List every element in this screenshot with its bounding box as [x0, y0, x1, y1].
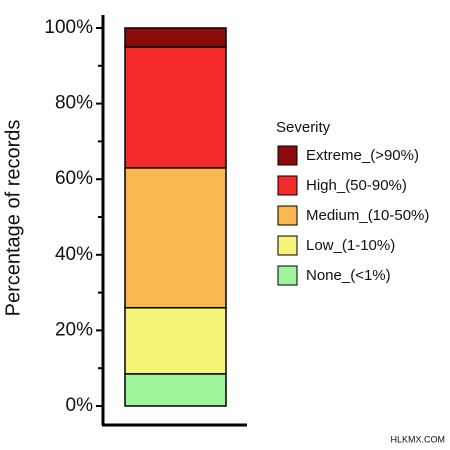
- legend-label: None_(<1%): [306, 267, 391, 284]
- bar-segment: [124, 306, 227, 375]
- bar-segment: [124, 46, 227, 169]
- legend-label: High_(50-90%): [306, 177, 407, 194]
- legend-label: Extreme_(>90%): [306, 147, 419, 164]
- y-tick-label: 40%: [55, 244, 93, 265]
- legend-swatch: [277, 145, 298, 166]
- legend-swatch: [277, 265, 298, 286]
- y-axis-title: Percentage of records: [2, 120, 24, 317]
- y-tick-label: 20%: [55, 319, 93, 340]
- legend-swatch: [277, 205, 298, 226]
- y-tick-label: 100%: [44, 17, 93, 38]
- bar-segment: [124, 167, 227, 309]
- bar-segment: [124, 373, 227, 407]
- legend-swatch: [277, 175, 298, 196]
- y-tick-label: 0%: [66, 395, 94, 416]
- bar-segment: [124, 27, 227, 48]
- watermark: HLKMX.COM: [390, 434, 445, 444]
- y-tick-label: 80%: [55, 93, 93, 114]
- y-tick-label: 60%: [55, 168, 93, 189]
- legend-label: Low_(1-10%): [306, 237, 395, 254]
- legend-title: Severity: [276, 119, 331, 136]
- legend-swatch: [277, 235, 298, 256]
- legend-label: Medium_(10-50%): [306, 207, 429, 224]
